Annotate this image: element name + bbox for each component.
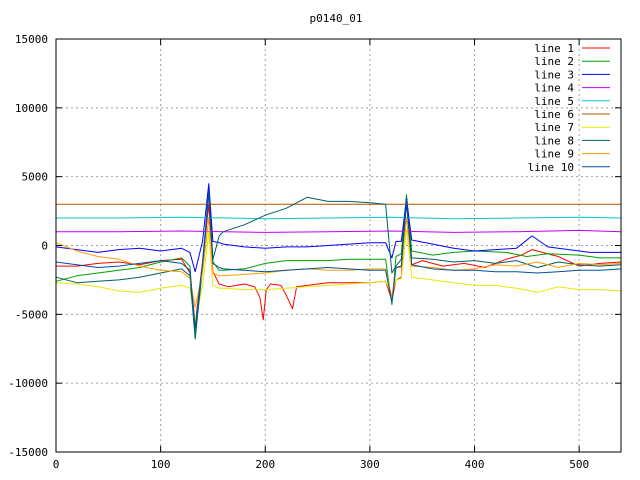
- legend-label: line 6: [534, 108, 574, 121]
- series-4-line: [56, 229, 622, 233]
- legend-label: line 4: [534, 82, 574, 95]
- legend-label: line 5: [534, 95, 574, 108]
- x-tick-label: 200: [255, 458, 275, 471]
- series-10-line: [55, 191, 622, 329]
- legend-label: line 9: [534, 148, 574, 161]
- x-tick-label: 100: [151, 458, 171, 471]
- legend-label: line 1: [534, 42, 574, 55]
- y-tick-label: 5000: [22, 171, 49, 184]
- series-8-line: [55, 192, 622, 340]
- series-1-line: [56, 196, 622, 325]
- legend-label: line 2: [534, 55, 574, 68]
- y-tick-label: 15000: [15, 33, 48, 46]
- y-tick-label: -10000: [8, 377, 48, 390]
- legend-label: line 10: [528, 161, 574, 174]
- x-tick-label: 500: [569, 458, 589, 471]
- chart-title: p0140_01: [310, 12, 363, 25]
- axis-ticks: 0 100 200 300 400 500 -15000 -10000 -5000 0 5000 10…: [8, 33, 621, 471]
- x-tick-label: 0: [53, 458, 60, 471]
- y-tick-label: -15000: [8, 446, 48, 459]
- series-7-line: [55, 228, 622, 322]
- y-tick-label: 0: [41, 240, 48, 253]
- series-5-line: [56, 216, 622, 220]
- series-2-line: [55, 187, 621, 336]
- series-9-line: [55, 217, 622, 308]
- series-3-line: [55, 183, 621, 273]
- y-tick-label: -5000: [15, 308, 48, 321]
- grid-lines: [56, 39, 621, 452]
- x-tick-label: 300: [360, 458, 380, 471]
- series-lines: [55, 183, 622, 340]
- legend-label: line 3: [534, 68, 574, 81]
- legend-label: line 8: [534, 134, 574, 147]
- y-tick-label: 10000: [15, 102, 48, 115]
- x-tick-label: 400: [465, 458, 485, 471]
- legend-label: line 7: [534, 121, 574, 134]
